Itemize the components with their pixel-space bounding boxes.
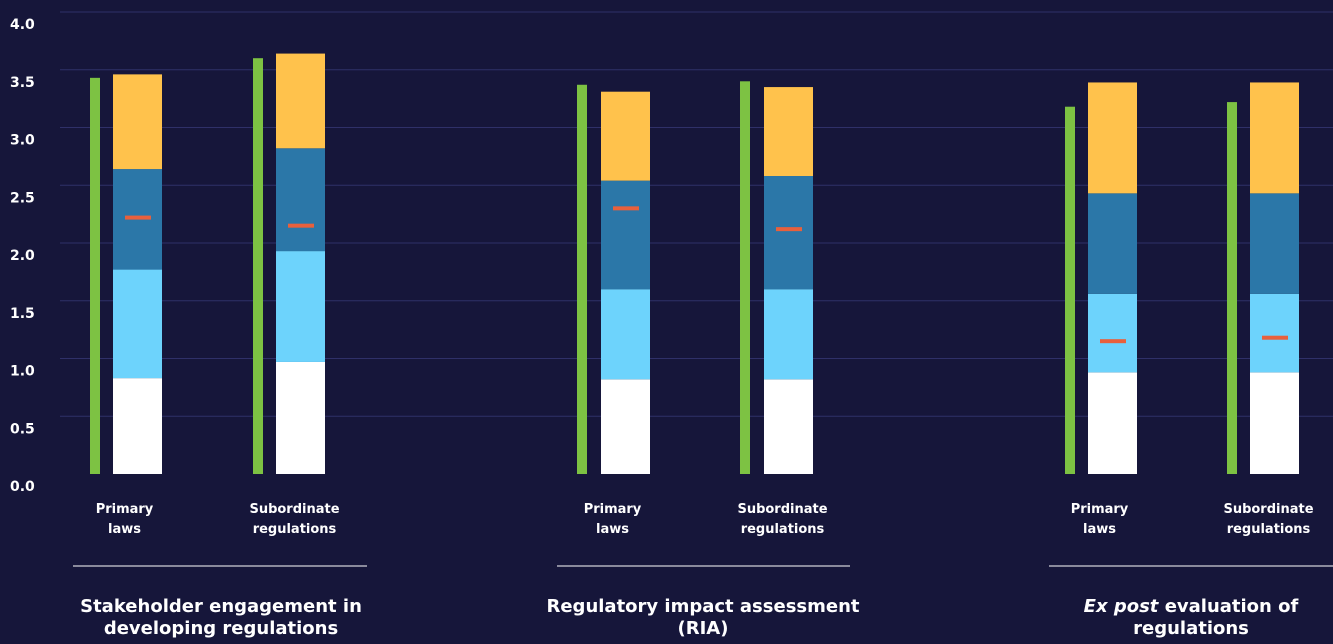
stack-segment-3 <box>601 180 650 290</box>
green-bar <box>253 58 263 474</box>
y-tick-label: 2.5 <box>10 190 35 206</box>
green-bar <box>90 77 100 475</box>
stack-segment-bottom <box>113 378 162 474</box>
stack-segment-3 <box>276 148 325 252</box>
stack-segment-bottom <box>1250 372 1299 474</box>
group-title-ex-post: Ex post evaluation of regulations <box>1031 596 1333 640</box>
stack-segment-3 <box>764 176 813 290</box>
grid-layer <box>60 11 1333 417</box>
group-title-ria: Regulatory impact assessment (RIA) <box>543 596 863 640</box>
y-tick-label: 4.0 <box>10 17 35 33</box>
stack-segment-bottom <box>601 379 650 474</box>
group-title-text: evaluation of regulations <box>1133 596 1299 639</box>
mean-marker <box>1262 335 1288 340</box>
mean-marker <box>613 206 639 211</box>
y-tick-label: 1.5 <box>10 306 35 322</box>
y-axis-ticks: 0.0 0.5 1.0 1.5 2.0 2.5 3.0 3.5 4.0 <box>10 17 35 495</box>
category-label-line2: regulations <box>253 522 337 537</box>
category-label-line1: Subordinate <box>737 502 827 517</box>
stack-segment-2 <box>1250 293 1299 373</box>
mean-marker <box>125 215 151 220</box>
group-title-stakeholder: Stakeholder engagement in developing reg… <box>61 596 381 640</box>
bar-layer <box>90 53 1299 475</box>
category-label-line1: Primary <box>1071 502 1129 517</box>
y-tick-label: 2.0 <box>10 248 35 264</box>
stack-segment-bottom <box>764 379 813 474</box>
stack-segment-2 <box>601 289 650 380</box>
stack-segment-bottom <box>1088 372 1137 474</box>
stack-segment-top <box>1250 82 1299 194</box>
y-tick-label: 0.5 <box>10 421 35 437</box>
green-bar <box>740 81 750 475</box>
stack-segment-top <box>1088 82 1137 194</box>
stack-segment-bottom <box>276 361 325 474</box>
category-label-line1: Subordinate <box>1223 502 1313 517</box>
category-label-line1: Primary <box>96 502 154 517</box>
category-label-line1: Subordinate <box>249 502 339 517</box>
mean-marker <box>776 227 802 232</box>
green-bar <box>1065 106 1075 475</box>
stack-segment-2 <box>113 269 162 379</box>
y-tick-label: 1.0 <box>10 364 35 380</box>
group-title-italic: Ex post <box>1083 596 1159 617</box>
category-label-line2: laws <box>596 522 629 537</box>
green-bar <box>577 84 587 474</box>
category-label-line2: laws <box>1083 522 1116 537</box>
stack-segment-3 <box>1088 193 1137 294</box>
stack-segment-top <box>276 53 325 149</box>
y-tick-label: 3.0 <box>10 133 35 149</box>
stack-segment-3 <box>1250 193 1299 294</box>
category-label-line2: laws <box>108 522 141 537</box>
category-label-line2: regulations <box>1227 522 1311 537</box>
group-title-text: Regulatory impact assessment (RIA) <box>546 596 860 639</box>
category-label-line2: regulations <box>741 522 825 537</box>
stack-segment-2 <box>764 289 813 380</box>
stack-segment-top <box>113 74 162 170</box>
mean-marker <box>288 223 314 228</box>
mean-marker <box>1100 339 1126 344</box>
y-tick-label: 3.5 <box>10 75 35 91</box>
stack-segment-top <box>601 91 650 181</box>
group-title-text: Stakeholder engagement in developing reg… <box>80 596 362 639</box>
stack-segment-2 <box>276 251 325 362</box>
y-tick-label: 0.0 <box>10 479 35 495</box>
green-bar <box>1227 102 1237 474</box>
category-label-line1: Primary <box>584 502 642 517</box>
stack-segment-top <box>764 87 813 177</box>
stack-segment-2 <box>1088 293 1137 373</box>
category-labels: Primary laws Subordinate regulations Primary… <box>73 502 1333 567</box>
